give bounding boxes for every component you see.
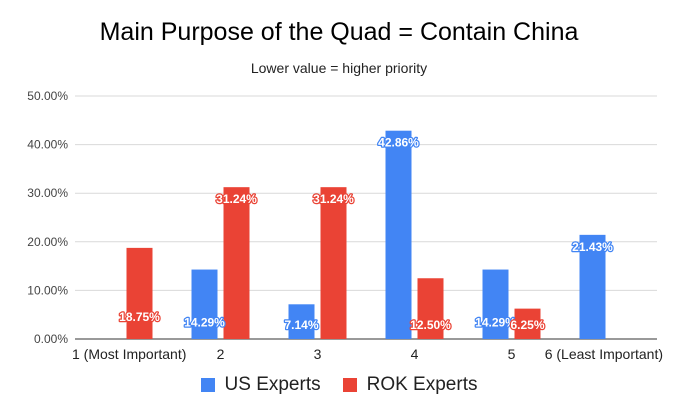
- bar-us: [191, 269, 218, 339]
- y-tick-label: 20.00%: [27, 235, 68, 249]
- bar-rok: [126, 247, 153, 339]
- data-label: 12.50%: [410, 318, 451, 332]
- data-label: 14.29%: [184, 316, 225, 330]
- legend-swatch-rok: [342, 378, 357, 392]
- y-tick-label: 0.00%: [34, 332, 68, 346]
- legend-item-us[interactable]: US Experts: [200, 374, 321, 396]
- bar-us: [579, 234, 606, 339]
- data-label: 6.25%: [510, 318, 544, 332]
- data-label: 31.24%: [216, 192, 257, 206]
- legend-item-rok[interactable]: ROK Experts: [342, 374, 478, 396]
- x-tick-label: 2: [217, 346, 225, 362]
- x-tick-label: 5: [508, 346, 516, 362]
- x-axis-ticks: 1 (Most Important) 2 3 4 5 6 (Least Important…: [72, 346, 663, 362]
- data-label: 42.86%: [378, 136, 419, 150]
- bar-us: [288, 304, 315, 339]
- data-label: 21.43%: [572, 240, 613, 254]
- data-label: 31.24%: [313, 192, 354, 206]
- bar-rok: [320, 187, 347, 339]
- y-tick-label: 40.00%: [27, 138, 68, 152]
- y-tick-label: 30.00%: [27, 186, 68, 200]
- x-tick-label: 1 (Most Important): [72, 346, 186, 362]
- data-label: 14.29%: [475, 316, 516, 330]
- y-axis-ticks: 0.00% 10.00% 20.00% 30.00% 40.00% 50.00%: [27, 89, 68, 346]
- x-tick-label: 3: [314, 346, 322, 362]
- bar-rok: [417, 278, 444, 339]
- bar-rok: [223, 187, 250, 339]
- legend: US Experts ROK Experts: [0, 374, 678, 396]
- chart-title: Main Purpose of the Quad = Contain China: [99, 18, 579, 46]
- y-tick-label: 10.00%: [27, 283, 68, 297]
- bars: [126, 130, 606, 339]
- data-labels: 18.75% 14.29% 31.24% 7.14% 31.24% 42.86% 12.50…: [118, 134, 615, 333]
- legend-swatch-us: [200, 378, 215, 392]
- x-tick-label: 4: [411, 346, 419, 362]
- bar-us: [482, 269, 509, 339]
- data-label: 18.75%: [119, 310, 160, 324]
- data-label: 7.14%: [284, 318, 318, 332]
- x-tick-label: 6 (Least Important): [545, 346, 663, 362]
- y-tick-label: 50.00%: [27, 89, 68, 103]
- legend-label-us: US Experts: [224, 374, 321, 395]
- bar-rok: [514, 308, 541, 339]
- gridlines: [75, 95, 657, 340]
- chart-subtitle: Lower value = higher priority: [250, 60, 428, 76]
- legend-label-rok: ROK Experts: [366, 374, 478, 395]
- bar-us: [385, 130, 412, 339]
